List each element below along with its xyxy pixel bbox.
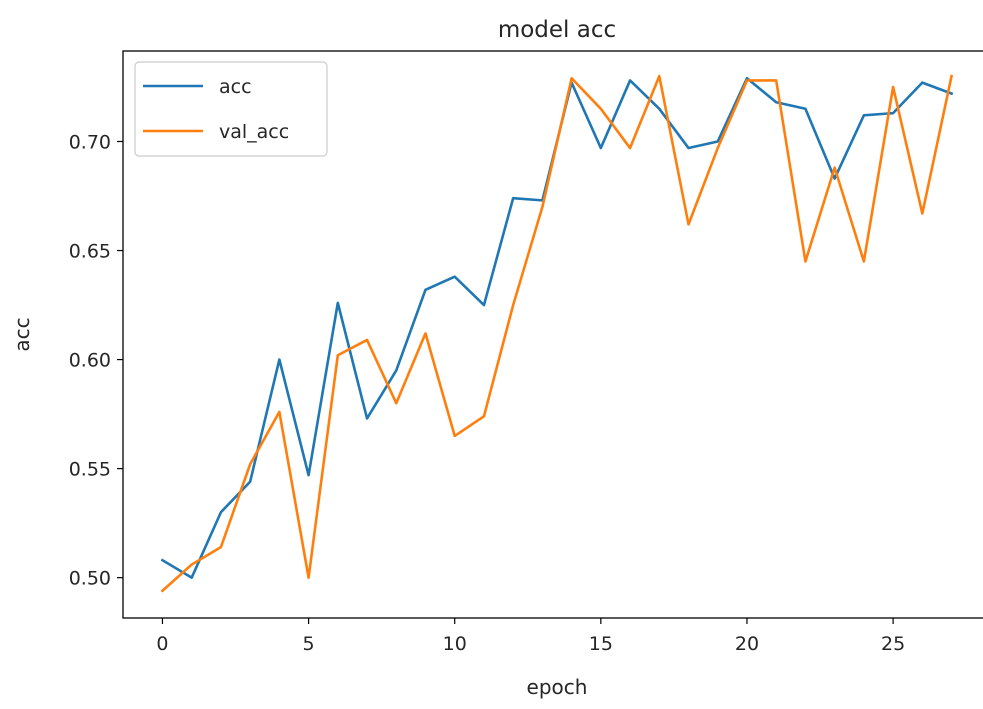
y-tick-label: 0.70 (69, 132, 111, 154)
plot-area-frame (122, 50, 983, 619)
series-layer (160, 74, 954, 593)
x-axis-ticks: 0 5 10 15 20 25 (156, 618, 905, 655)
x-tick-label: 20 (735, 633, 759, 655)
chart-title: model acc (498, 17, 616, 43)
x-tick-label: 5 (303, 633, 315, 655)
y-axis-label: acc (10, 317, 34, 351)
y-tick-label: 0.55 (69, 459, 111, 481)
x-tick-label: 0 (156, 633, 168, 655)
x-axis-label: epoch (527, 675, 588, 699)
y-tick-label: 0.60 (69, 350, 111, 372)
x-tick-label: 15 (589, 633, 613, 655)
x-tick-label: 10 (443, 633, 467, 655)
x-tick-label: 25 (881, 633, 905, 655)
series-line-val-acc (160, 74, 954, 593)
y-tick-label: 0.50 (69, 568, 111, 590)
legend: acc val_acc (134, 61, 328, 157)
legend-label-val-acc: val_acc (219, 121, 289, 143)
y-tick-label: 0.65 (69, 241, 111, 263)
y-axis-ticks: 0.50 0.55 0.60 0.65 0.70 (69, 132, 123, 590)
legend-label-acc: acc (219, 76, 252, 98)
